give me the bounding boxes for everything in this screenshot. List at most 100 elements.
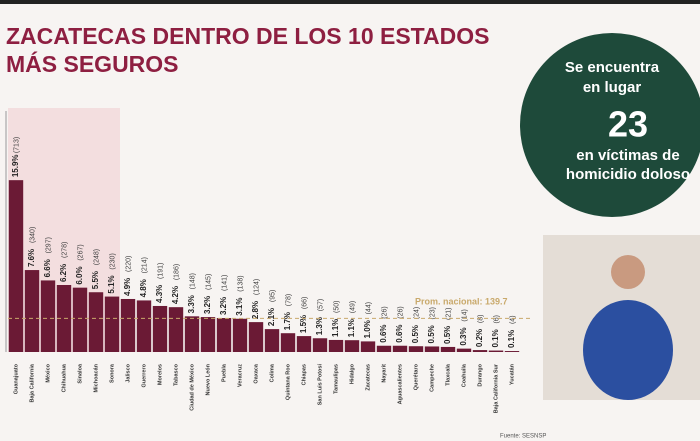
share-label: 0.6% xyxy=(395,324,404,342)
x-tick-label: México xyxy=(45,363,51,382)
share-label: 0.5% xyxy=(427,325,436,343)
bar xyxy=(408,346,424,352)
value-label: (21) xyxy=(445,307,452,319)
badge-text: en lugar xyxy=(583,79,642,96)
share-label: 0.2% xyxy=(475,329,484,347)
x-tick-label: Morelos xyxy=(157,364,163,385)
average-label: Prom. nacional: 139.7 xyxy=(415,297,508,307)
bar xyxy=(72,287,88,352)
share-label: 4.8% xyxy=(139,279,148,297)
value-label: (297) xyxy=(45,237,52,253)
interpreter-head xyxy=(611,255,645,289)
x-tick-label: San Luis Potosí xyxy=(317,364,323,406)
value-label: (214) xyxy=(141,257,148,273)
x-tick-label: Sinaloa xyxy=(77,363,83,384)
bar xyxy=(264,329,280,352)
share-label: 3.2% xyxy=(203,296,212,314)
bar xyxy=(104,296,120,352)
value-label: (267) xyxy=(77,244,84,260)
x-tick-label: Michoacán xyxy=(93,363,99,392)
bar xyxy=(120,298,136,352)
value-label: (78) xyxy=(285,294,292,306)
share-label: 5.1% xyxy=(107,275,116,293)
share-label: 6.2% xyxy=(59,264,68,282)
x-tick-label: Durango xyxy=(477,363,483,386)
bar xyxy=(280,333,296,352)
title-line: MÁS SEGUROS xyxy=(6,50,179,77)
badge-text: homicidio doloso xyxy=(566,166,690,183)
share-label: 1.1% xyxy=(331,319,340,337)
badge-circle xyxy=(520,33,700,217)
bar xyxy=(40,280,56,352)
value-label: (6) xyxy=(493,315,500,324)
x-tick-label: Guerrero xyxy=(141,363,147,387)
x-tick-label: Coahuila xyxy=(461,363,467,387)
x-tick-label: Baja California Sur xyxy=(493,363,499,413)
bar xyxy=(424,346,440,352)
value-label: (148) xyxy=(189,273,196,289)
x-tick-label: Quintana Roo xyxy=(285,363,291,400)
x-tick-label: Jalisco xyxy=(125,363,131,382)
x-tick-label: Nayarit xyxy=(381,364,387,383)
x-tick-label: Tabasco xyxy=(173,363,179,386)
value-label: (340) xyxy=(29,227,36,243)
share-label: 4.3% xyxy=(155,285,164,303)
bar xyxy=(184,316,200,352)
bar xyxy=(216,318,232,352)
share-label: 6.0% xyxy=(75,266,84,284)
share-label: 1.0% xyxy=(363,320,372,338)
bar xyxy=(344,340,360,352)
x-tick-label: Guanajuato xyxy=(13,363,19,394)
x-tick-label: Aguascalientes xyxy=(397,364,403,404)
value-label: (191) xyxy=(157,263,164,279)
share-label: 1.3% xyxy=(315,317,324,335)
source: Fuente: SESNSP xyxy=(500,434,546,440)
bar xyxy=(488,350,504,352)
value-label: (220) xyxy=(125,256,132,272)
share-label: 2.1% xyxy=(267,308,276,326)
share-label: 0.6% xyxy=(379,324,388,342)
value-label: (186) xyxy=(173,264,180,280)
x-tick-label: Veracruz xyxy=(237,364,243,387)
title-line: ZACATECAS DENTRO DE LOS 10 ESTADOS xyxy=(6,23,489,49)
value-label: (23) xyxy=(429,307,436,319)
bar xyxy=(328,339,344,352)
value-label: (57) xyxy=(317,299,324,311)
value-label: (49) xyxy=(349,301,356,313)
x-tick-label: Chiapas xyxy=(301,364,307,385)
x-tick-label: Sonora xyxy=(109,363,115,383)
badge-text: en víctimas de xyxy=(576,147,679,164)
value-label: (24) xyxy=(413,307,420,319)
x-tick-label: Colima xyxy=(269,363,275,382)
x-tick-label: Baja California xyxy=(29,363,35,402)
value-label: (95) xyxy=(269,290,276,302)
x-tick-label: Zacatecas xyxy=(365,364,371,391)
bar xyxy=(312,338,328,352)
x-tick-label: Campeche xyxy=(429,364,435,392)
value-label: (4) xyxy=(509,315,516,324)
share-label: 0.1% xyxy=(507,330,516,348)
share-label: 0.5% xyxy=(443,326,452,344)
bar xyxy=(8,180,24,352)
share-label: 2.8% xyxy=(251,301,260,319)
value-label: (713) xyxy=(13,137,20,153)
bar xyxy=(392,345,408,352)
bar xyxy=(456,348,472,352)
bar xyxy=(248,322,264,352)
share-label: 1.1% xyxy=(347,319,356,337)
bar xyxy=(440,346,456,352)
x-tick-label: Querétaro xyxy=(413,363,419,390)
bar xyxy=(88,292,104,352)
share-label: 7.6% xyxy=(27,249,36,267)
x-tick-label: Tlaxcala xyxy=(445,363,451,386)
bar xyxy=(376,345,392,352)
share-label: 3.1% xyxy=(235,298,244,316)
share-label: 4.9% xyxy=(123,278,132,296)
share-label: 0.3% xyxy=(459,327,468,345)
x-tick-label: Oaxaca xyxy=(253,363,259,384)
bar xyxy=(360,341,376,352)
badge-text: Se encuentra xyxy=(565,59,660,76)
badge-rank: 23 xyxy=(608,104,648,145)
